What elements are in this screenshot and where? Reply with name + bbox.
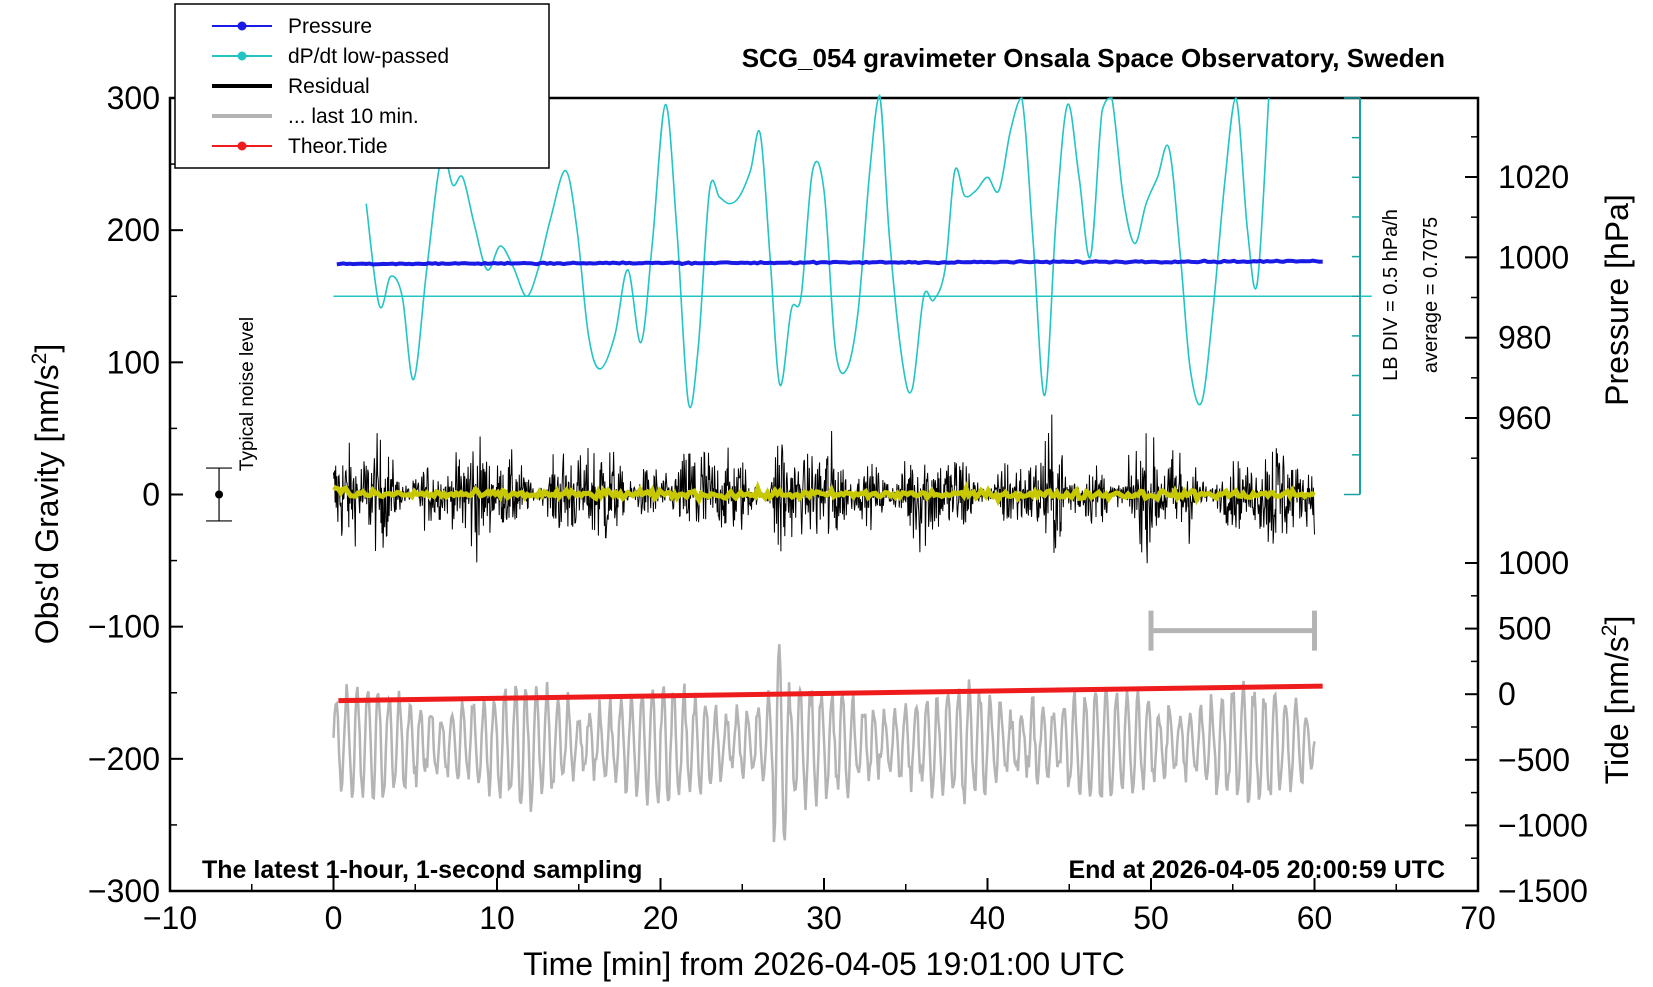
legend-label: dP/dt low-passed [288, 45, 449, 68]
dpdt-line [365, 94, 1270, 409]
y-tick-label: −100 [88, 609, 160, 645]
legend: Pressure dP/dt low-passed Residual ... last… [174, 3, 550, 169]
pressure-tick-label: 980 [1498, 320, 1551, 356]
y-axis-label-gravity: Obs'd Gravity [nm/s2] [28, 344, 65, 645]
y-axis-label-pressure: Pressure [hPa] [1599, 194, 1635, 406]
series-layer [206, 94, 1372, 843]
last-10min-line [332, 644, 1316, 843]
x-tick-label: 30 [806, 900, 842, 936]
legend-label: Theor.Tide [288, 135, 388, 158]
average-label: average = 0.7075 [1420, 217, 1442, 373]
pressure-tick-label: 960 [1498, 400, 1551, 436]
pressure-tick-label: 1000 [1498, 239, 1569, 275]
noise-bar-point [215, 490, 224, 499]
tide-tick-label: −500 [1498, 742, 1570, 778]
noise-level-label: Typical noise level [237, 317, 258, 471]
y-axis-label-tide-end: ] [1599, 616, 1635, 625]
lb-div-label: LB DIV = 0.5 hPa/h [1380, 209, 1402, 381]
residual-line [333, 414, 1315, 564]
x-tick-label: 40 [970, 900, 1006, 936]
x-axis-label: Time [min] from 2026-04-05 19:01:00 UTC [523, 946, 1125, 982]
x-tick-label: 0 [325, 900, 343, 936]
tide-tick-label: 500 [1498, 611, 1551, 647]
y-tick-label: 300 [107, 80, 160, 116]
y-tick-label: 200 [107, 212, 160, 248]
chart-title: SCG_054 gravimeter Onsala Space Observat… [742, 43, 1445, 73]
legend-label: ... last 10 min. [288, 105, 419, 128]
y-axis-label-tide: Tide [nm/s2] [1598, 616, 1635, 785]
legend-label: Pressure [288, 15, 372, 38]
x-tick-label: −10 [143, 900, 197, 936]
y-tick-label: −200 [88, 741, 160, 777]
pressure-tick-label: 1020 [1498, 159, 1569, 195]
footer-right-note: End at 2026-04-05 20:00:59 UTC [1068, 856, 1445, 884]
residual-smoothed-line [332, 480, 1316, 507]
legend-marker [237, 21, 247, 31]
y-tick-label: −300 [88, 873, 160, 909]
axes-layer: −10 0 10 20 30 40 50 60 70−300−200−1000100200300… [88, 80, 1588, 936]
x-tick-label: 70 [1460, 900, 1496, 936]
tide-tick-label: −1000 [1498, 807, 1588, 843]
x-tick-label: 50 [1133, 900, 1169, 936]
tide-tick-label: 0 [1498, 676, 1516, 712]
legend-marker [237, 51, 247, 61]
x-tick-label: 60 [1297, 900, 1333, 936]
x-tick-label: 10 [479, 900, 515, 936]
y-axis-label-gravity-sup: 2 [28, 353, 51, 365]
y-tick-label: 100 [107, 344, 160, 380]
legend-marker [237, 141, 247, 151]
tide-tick-label: 1000 [1498, 545, 1569, 581]
y-tick-label: 0 [142, 477, 160, 513]
tide-tick-label: −1500 [1498, 873, 1588, 909]
pressure-line [336, 258, 1323, 267]
y-axis-label-gravity-end: ] [29, 344, 65, 353]
y-axis-label-gravity-main: Obs'd Gravity [nm/s [29, 364, 65, 644]
y-axis-label-tide-sup: 2 [1598, 625, 1621, 637]
theor-tide-line [338, 683, 1323, 704]
y-axis-label-tide-main: Tide [nm/s [1599, 636, 1635, 784]
footer-left-note: The latest 1-hour, 1-second sampling [202, 856, 642, 884]
x-tick-label: 20 [643, 900, 679, 936]
legend-label: Residual [288, 75, 370, 98]
dpdt-scale [1344, 97, 1361, 496]
